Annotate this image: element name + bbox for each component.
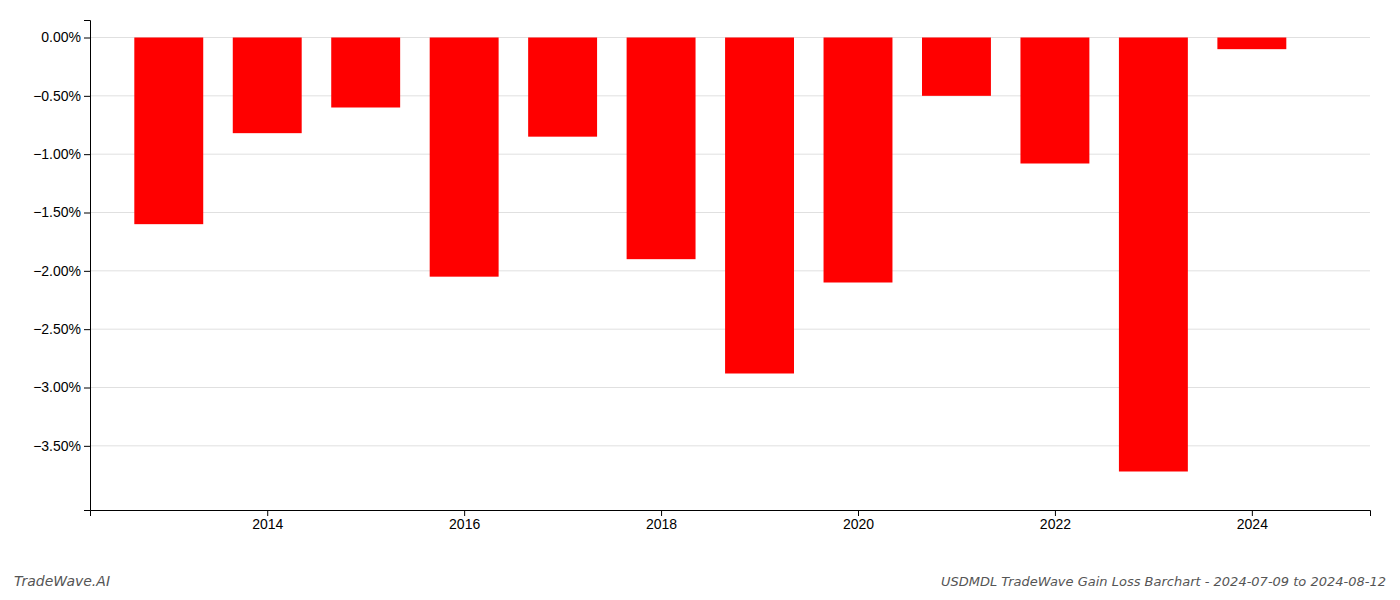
- y-tick-mark: [84, 271, 90, 272]
- y-tick: −0.50%: [33, 88, 90, 104]
- title: USDMDL TradeWave Gain Loss Barchart - 20…: [941, 574, 1386, 589]
- bar: [233, 38, 302, 134]
- y-tick: −1.00%: [33, 146, 90, 162]
- x-tick-label: 2020: [843, 516, 874, 532]
- chart: 0.00% −0.50% −1.00% −1.50% −2.00% −2.50% −3.00…: [0, 0, 1400, 600]
- plot: 0.00% −0.50% −1.00% −1.50% −2.00% −2.50% −3.00…: [33, 21, 1370, 532]
- y-axis-line: [84, 21, 91, 511]
- x-tick-label: 2022: [1040, 516, 1071, 532]
- bar: [824, 38, 893, 283]
- bar: [627, 38, 696, 260]
- bar: [725, 38, 794, 374]
- x-tick: 2024: [1237, 510, 1268, 532]
- y-tick-label: −2.00%: [33, 263, 81, 279]
- y-tick-label: −3.00%: [33, 379, 81, 395]
- y-axis: 0.00% −0.50% −1.00% −1.50% −2.00% −2.50% −3.00…: [33, 21, 90, 511]
- y-tick-mark: [84, 388, 90, 389]
- bars: [134, 38, 1286, 472]
- bar: [1119, 38, 1188, 472]
- x-axis: 2014 2016 2018 2020 2022 2024: [91, 510, 1371, 532]
- annotation: TradeWave.AI: [14, 573, 110, 589]
- x-tick: 2016: [449, 510, 480, 532]
- x-tick-label: 2016: [449, 516, 480, 532]
- y-tick: 0.00%: [41, 29, 90, 45]
- y-tick-mark: [84, 329, 90, 330]
- y-tick-mark: [84, 154, 90, 155]
- y-tick: −1.50%: [33, 204, 90, 220]
- bar: [1217, 38, 1286, 50]
- bar: [134, 38, 203, 225]
- y-tick-label: −1.00%: [33, 146, 81, 162]
- y-tick-label: −2.50%: [33, 321, 81, 337]
- x-tick: 2020: [843, 510, 874, 532]
- y-tick-mark: [84, 96, 90, 97]
- y-tick: −2.50%: [33, 321, 90, 337]
- y-tick-mark: [84, 213, 90, 214]
- bar: [922, 38, 991, 96]
- bar: [1020, 38, 1089, 164]
- x-tick: 2018: [646, 510, 677, 532]
- x-tick-label: 2014: [252, 516, 283, 532]
- bar: [528, 38, 597, 137]
- bar: [331, 38, 400, 108]
- y-tick-mark: [84, 446, 90, 447]
- x-tick: 2022: [1040, 510, 1071, 532]
- y-tick: −3.50%: [33, 438, 90, 454]
- y-tick-mark: [84, 38, 90, 39]
- x-tick: 2014: [252, 510, 283, 532]
- y-tick: −3.00%: [33, 379, 90, 395]
- y-tick-label: −1.50%: [33, 204, 81, 220]
- y-tick: −2.00%: [33, 263, 90, 279]
- x-tick-label: 2024: [1237, 516, 1268, 532]
- x-tick-label: 2018: [646, 516, 677, 532]
- y-tick-label: 0.00%: [41, 29, 81, 45]
- y-tick-label: −0.50%: [33, 88, 81, 104]
- y-tick-label: −3.50%: [33, 438, 81, 454]
- bar: [430, 38, 499, 277]
